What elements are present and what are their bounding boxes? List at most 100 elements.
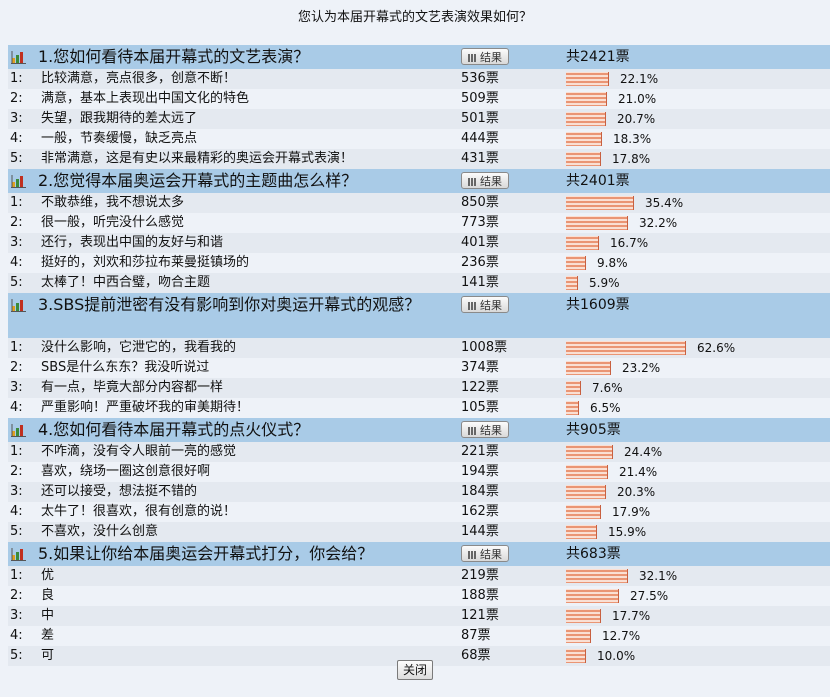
option-votes: 401票 xyxy=(461,235,499,250)
option-row: 3: 有一点，毕竟大部分内容都一样 122票 7.6% xyxy=(8,378,830,398)
option-percentage: 32.2% xyxy=(639,216,678,230)
percentage-bar xyxy=(566,465,608,479)
option-votes: 236票 xyxy=(461,255,499,270)
close-button-area: 关闭 xyxy=(0,660,830,680)
option-row: 1: 没什么影响，它泄它的，我看我的 1008票 62.6% xyxy=(8,338,830,358)
option-text: 挺好的，刘欢和莎拉布莱曼挺镇场的 xyxy=(41,255,250,270)
option-number: 3: xyxy=(10,380,23,395)
question-title: 1.您如何看待本届开幕式的文艺表演？ xyxy=(38,47,310,66)
question-header-2: 2.您觉得本届奥运会开幕式的主题曲怎么样？ 结果 共2401票 xyxy=(8,169,830,193)
option-votes: 444票 xyxy=(461,131,499,146)
option-row: 1: 不敢恭维，我不想说太多 850票 35.4% xyxy=(8,193,830,213)
option-number: 4: xyxy=(10,504,23,519)
option-text: 很一般，听完没什么感觉 xyxy=(41,215,185,230)
option-votes: 219票 xyxy=(461,568,499,583)
option-percentage: 17.8% xyxy=(612,152,651,166)
percentage-bar xyxy=(566,589,619,603)
option-votes: 87票 xyxy=(461,628,491,643)
option-votes: 431票 xyxy=(461,151,499,166)
result-button-label: 结果 xyxy=(480,175,502,188)
option-row: 3: 失望，跟我期待的差太远了 501票 20.7% xyxy=(8,109,830,129)
option-votes: 144票 xyxy=(461,524,499,539)
option-text: 太牛了！很喜欢，很有创意的说！ xyxy=(41,504,237,519)
option-votes: 1008票 xyxy=(461,340,508,355)
option-number: 3: xyxy=(10,111,23,126)
option-percentage: 21.4% xyxy=(619,465,658,479)
option-text: 不咋滴，没有令人眼前一亮的感觉 xyxy=(41,444,237,459)
percentage-bar xyxy=(566,401,579,415)
option-votes: 122票 xyxy=(461,380,499,395)
option-votes: 162票 xyxy=(461,504,499,519)
result-button[interactable]: 结果 xyxy=(461,545,509,562)
option-votes: 184票 xyxy=(461,484,499,499)
option-percentage: 24.4% xyxy=(624,445,663,459)
percentage-bar xyxy=(566,445,613,459)
option-text: 太棒了！中西合璧，吻合主题 xyxy=(41,275,211,290)
percentage-bar xyxy=(566,649,586,663)
option-text: 不敢恭维，我不想说太多 xyxy=(41,195,185,210)
option-row: 2: SBS是什么东东？我没听说过 374票 23.2% xyxy=(8,358,830,378)
option-votes: 850票 xyxy=(461,195,499,210)
poll-question-list: 1.您如何看待本届开幕式的文艺表演？ 结果 共2421票 1: 比较满意，亮点很多，创意… xyxy=(8,45,830,666)
result-button[interactable]: 结果 xyxy=(461,172,509,189)
chart-icon xyxy=(11,423,27,437)
option-text: 可 xyxy=(41,648,55,663)
option-number: 5: xyxy=(10,275,23,290)
option-row: 1: 优 219票 32.1% xyxy=(8,566,830,586)
bar-chart-icon xyxy=(468,178,477,186)
percentage-bar xyxy=(566,505,601,519)
option-votes: 374票 xyxy=(461,360,499,375)
option-row: 1: 比较满意，亮点很多，创意不断！ 536票 22.1% xyxy=(8,69,830,89)
question-header-1: 1.您如何看待本届开幕式的文艺表演？ 结果 共2421票 xyxy=(8,45,830,69)
option-text: 有一点，毕竟大部分内容都一样 xyxy=(41,380,224,395)
option-votes: 141票 xyxy=(461,275,499,290)
question-total-votes: 共1609票 xyxy=(566,297,630,313)
option-number: 1: xyxy=(10,195,23,210)
option-votes: 188票 xyxy=(461,588,499,603)
option-text: 喜欢，绕场一圈这创意很好啊 xyxy=(41,464,211,479)
page-title: 您认为本届开幕式的文艺表演效果如何？ xyxy=(297,10,532,25)
option-text: 中 xyxy=(41,608,55,623)
option-percentage: 17.7% xyxy=(612,609,651,623)
option-text: 严重影响！严重破坏我的审美期待！ xyxy=(41,400,250,415)
percentage-bar xyxy=(566,276,578,290)
question-title: 2.您觉得本届奥运会开幕式的主题曲怎么样？ xyxy=(38,171,358,190)
option-number: 4: xyxy=(10,628,23,643)
chart-icon xyxy=(11,174,27,188)
option-row: 3: 还可以接受，想法挺不错的 184票 20.3% xyxy=(8,482,830,502)
option-text: 失望，跟我期待的差太远了 xyxy=(41,111,198,126)
bar-chart-icon xyxy=(468,427,477,435)
bar-chart-icon xyxy=(468,54,477,62)
percentage-bar xyxy=(566,112,606,126)
option-percentage: 5.9% xyxy=(589,276,620,290)
result-button-label: 结果 xyxy=(480,299,502,312)
result-button[interactable]: 结果 xyxy=(461,296,509,313)
bar-chart-icon xyxy=(468,551,477,559)
chart-icon xyxy=(11,298,27,312)
option-percentage: 27.5% xyxy=(630,589,669,603)
option-number: 3: xyxy=(10,608,23,623)
option-text: 良 xyxy=(41,588,55,603)
result-button[interactable]: 结果 xyxy=(461,421,509,438)
option-percentage: 32.1% xyxy=(639,569,678,583)
option-text: SBS是什么东东？我没听说过 xyxy=(41,360,210,375)
close-button[interactable]: 关闭 xyxy=(397,660,433,680)
question-header-4: 4.您如何看待本届开幕式的点火仪式？ 结果 共905票 xyxy=(8,418,830,442)
percentage-bar xyxy=(566,381,581,395)
option-votes: 773票 xyxy=(461,215,499,230)
percentage-bar xyxy=(566,152,601,166)
option-percentage: 21.0% xyxy=(618,92,657,106)
option-number: 2: xyxy=(10,215,23,230)
question-total-votes: 共905票 xyxy=(566,422,621,438)
percentage-bar xyxy=(566,72,609,86)
option-row: 2: 喜欢，绕场一圈这创意很好啊 194票 21.4% xyxy=(8,462,830,482)
result-button[interactable]: 结果 xyxy=(461,48,509,65)
percentage-bar xyxy=(566,216,628,230)
option-number: 2: xyxy=(10,464,23,479)
chart-icon xyxy=(11,547,27,561)
option-row: 4: 太牛了！很喜欢，很有创意的说！ 162票 17.9% xyxy=(8,502,830,522)
option-number: 3: xyxy=(10,235,23,250)
option-text: 还行，表现出中国的友好与和谐 xyxy=(41,235,224,250)
option-number: 4: xyxy=(10,131,23,146)
